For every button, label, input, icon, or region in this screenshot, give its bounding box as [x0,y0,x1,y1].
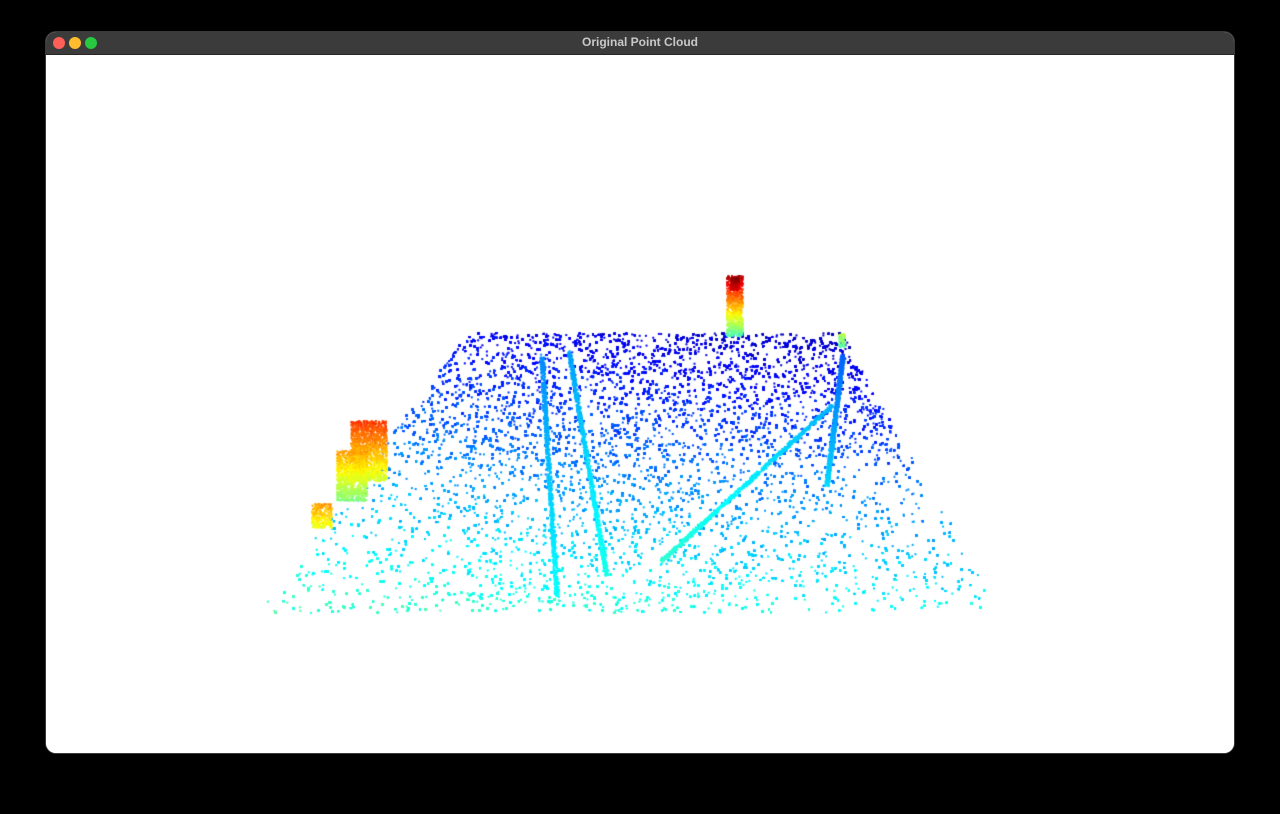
close-button[interactable] [53,37,65,49]
window-title: Original Point Cloud [582,35,698,49]
app-window: Original Point Cloud [46,32,1234,753]
title-bar[interactable]: Original Point Cloud [46,32,1234,55]
point-cloud-viewport[interactable] [46,55,1234,753]
point-cloud-canvas[interactable] [46,55,1234,753]
minimize-button[interactable] [69,37,81,49]
maximize-button[interactable] [85,37,97,49]
